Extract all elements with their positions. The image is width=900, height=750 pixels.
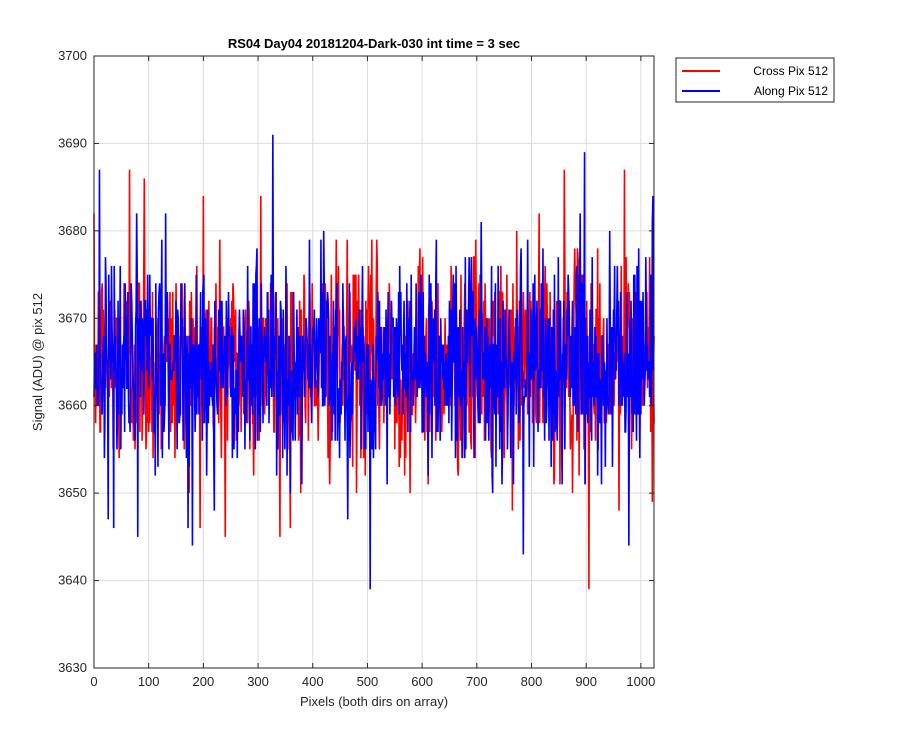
- x-tick-label: 100: [138, 674, 160, 689]
- y-axis-label: Signal (ADU) @ pix 512: [30, 293, 45, 431]
- x-tick-label: 1000: [626, 674, 655, 689]
- legend-items: Cross Pix 512 Along Pix 512: [682, 64, 828, 98]
- y-tick-label: 3640: [58, 573, 87, 588]
- y-tick-label: 3650: [58, 485, 87, 500]
- x-tick-label: 500: [357, 674, 379, 689]
- legend-label: Cross Pix 512: [753, 64, 828, 78]
- x-tick-label: 400: [302, 674, 324, 689]
- y-tick-label: 3630: [58, 660, 87, 675]
- axes-box: [93, 55, 655, 669]
- chart-title: RS04 Day04 20181204-Dark-030 int time = …: [228, 36, 520, 51]
- y-tick-label: 3680: [58, 223, 87, 238]
- legend: Cross Pix 512 Along Pix 512: [675, 57, 835, 103]
- x-tick-label: 700: [466, 674, 488, 689]
- x-tick-label: 0: [90, 674, 97, 689]
- y-tick-label: 3670: [58, 310, 87, 325]
- y-tick-label: 3700: [58, 48, 87, 63]
- x-tick-label: 600: [411, 674, 433, 689]
- y-tick-label: 3660: [58, 398, 87, 413]
- ticks: 0 100 200 300 400 500 600 700 800 900 1000 3630 3640…: [58, 48, 655, 689]
- series-line-2: [93, 134, 655, 590]
- x-tick-label: 200: [193, 674, 215, 689]
- x-tick-label: 800: [521, 674, 543, 689]
- x-axis-label: Pixels (both dirs on array): [300, 694, 448, 709]
- legend-label: Along Pix 512: [754, 84, 828, 98]
- series-group: [93, 134, 655, 590]
- y-tick-label: 3690: [58, 135, 87, 150]
- x-tick-label: 900: [575, 674, 597, 689]
- legend-box: [675, 57, 835, 103]
- x-tick-label: 300: [247, 674, 269, 689]
